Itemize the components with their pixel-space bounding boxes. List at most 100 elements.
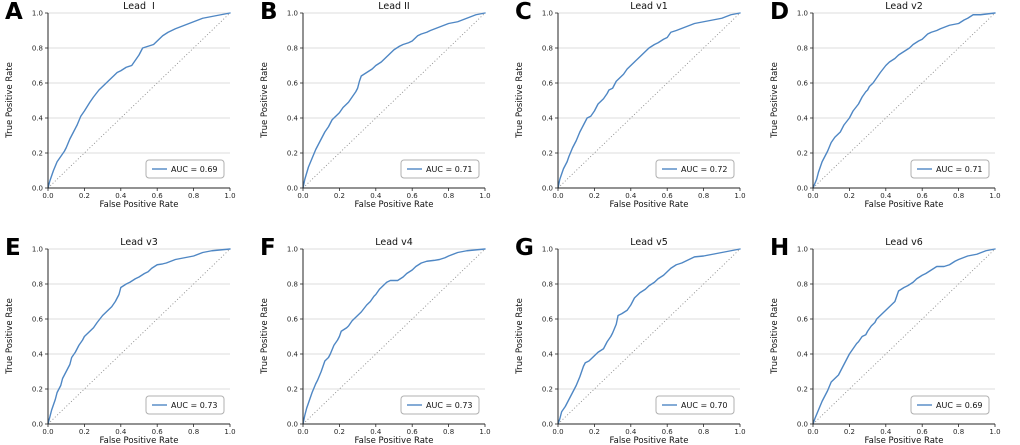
y-tick-label: 1.0 [32,9,43,17]
y-tick-label: 1.0 [287,9,298,17]
y-tick-label: 0.6 [32,79,44,87]
y-tick-label: 0.2 [287,149,298,157]
plot-layer: 0.0 0.2 0.4 0.6 0.8 1.0 0.0 0.2 0.4 0.6 0.8 1.0 [542,245,746,436]
plot-title: Lead v3 [120,237,158,248]
legend: AUC = 0.69 [145,159,225,179]
y-tick-label: 1.0 [797,245,808,253]
plot-title: Lead v6 [885,237,923,248]
x-axis-label: False Positive Rate [865,200,944,210]
panel-letter: G [515,235,534,261]
x-tick-label: 0.6 [152,192,164,200]
y-axis-label: True Positive Rate [260,62,270,139]
panel-letter: B [260,0,278,25]
y-axis-label: True Positive Rate [5,62,15,139]
y-tick-label: 1.0 [542,245,553,253]
x-tick-label: 0.8 [443,192,454,200]
roc-plot: 0.0 0.2 0.4 0.6 0.8 1.0 0.0 0.2 0.4 0.6 0.8 1.0 Lea… [515,237,746,445]
y-axis-label: True Positive Rate [260,298,270,375]
plot-layer: 0.0 0.2 0.4 0.6 0.8 1.0 0.0 0.2 0.4 0.6 0.8 1.0 [287,9,491,200]
roc-panel-d: D 0.0 0.2 0.4 0.6 0.8 1.0 0.0 0.2 0.4 0.6 0.8 1.0 L… [765,0,1020,222]
y-tick-label: 0.4 [287,114,299,122]
x-tick-label: 0.6 [917,428,929,436]
y-tick-label: 0.0 [32,420,43,428]
x-tick-label: 1.0 [989,428,1000,436]
y-tick-label: 0.0 [287,420,298,428]
y-tick-label: 0.4 [797,350,809,358]
y-tick-label: 0.8 [542,44,553,52]
roc-plot: 0.0 0.2 0.4 0.6 0.8 1.0 0.0 0.2 0.4 0.6 0.8 1.0 Lea… [260,237,491,445]
x-tick-label: 0.2 [844,428,855,436]
legend-label: AUC = 0.73 [171,401,218,410]
x-tick-label: 1.0 [479,192,490,200]
x-tick-label: 1.0 [989,192,1000,200]
roc-curve [557,12,741,189]
legend-label: AUC = 0.71 [426,165,473,174]
x-tick-label: 0.4 [370,192,382,200]
plot-layer: 0.0 0.2 0.4 0.6 0.8 1.0 0.0 0.2 0.4 0.6 0.8 1.0 [32,245,236,436]
x-tick-label: 0.0 [42,428,53,436]
y-axis-label: True Positive Rate [770,298,780,375]
plot-title: Lead v1 [630,1,668,12]
x-tick-label: 1.0 [224,428,235,436]
legend-label: AUC = 0.71 [936,165,983,174]
y-tick-label: 0.0 [542,420,553,428]
x-tick-label: 0.6 [407,192,419,200]
roc-plot: 0.0 0.2 0.4 0.6 0.8 1.0 0.0 0.2 0.4 0.6 0.8 1.0 Lea… [770,1,1001,210]
roc-curve [302,248,486,425]
legend: AUC = 0.70 [655,395,735,415]
y-tick-label: 0.4 [32,114,44,122]
plot-layer: 0.0 0.2 0.4 0.6 0.8 1.0 0.0 0.2 0.4 0.6 0.8 1.0 [32,9,236,200]
roc-plot: 0.0 0.2 0.4 0.6 0.8 1.0 0.0 0.2 0.4 0.6 0.8 1.0 Lea… [5,1,236,210]
x-tick-label: 0.2 [589,192,600,200]
chance-line [47,248,231,425]
x-axis-label: False Positive Rate [610,436,689,445]
x-tick-label: 0.2 [334,428,345,436]
y-tick-label: 0.6 [32,315,44,323]
panel-letter: E [5,235,21,261]
x-axis-label: False Positive Rate [610,200,689,210]
y-tick-label: 1.0 [797,9,808,17]
legend-box [400,395,480,415]
y-tick-label: 0.2 [797,385,808,393]
plot-layer: 0.0 0.2 0.4 0.6 0.8 1.0 0.0 0.2 0.4 0.6 0.8 1.0 [797,245,1001,436]
y-axis-label: True Positive Rate [515,298,525,375]
x-tick-label: 0.0 [42,192,53,200]
chance-line [47,12,231,189]
x-axis-label: False Positive Rate [865,436,944,445]
legend-box [655,159,735,179]
y-tick-label: 0.2 [542,385,553,393]
y-tick-label: 0.6 [542,79,554,87]
roc-plot: 0.0 0.2 0.4 0.6 0.8 1.0 0.0 0.2 0.4 0.6 0.8 1.0 Lea… [770,237,1001,445]
x-tick-label: 1.0 [224,192,235,200]
y-tick-label: 0.2 [32,385,43,393]
chance-line [557,12,741,189]
x-tick-label: 0.8 [953,192,964,200]
legend-box [910,159,990,179]
x-axis-label: False Positive Rate [100,436,179,445]
chance-line [557,248,741,425]
x-tick-label: 0.0 [807,428,818,436]
x-tick-label: 0.0 [552,428,563,436]
y-tick-label: 0.4 [287,350,299,358]
x-tick-label: 0.6 [407,428,419,436]
x-tick-label: 0.8 [443,428,454,436]
x-tick-label: 1.0 [734,428,745,436]
roc-panel-a: A 0.0 0.2 0.4 0.6 0.8 1.0 0.0 0.2 0.4 0.6 0.8 1.0 L… [0,0,255,222]
legend-label: AUC = 0.69 [171,165,218,174]
y-tick-label: 0.4 [32,350,44,358]
roc-plot: 0.0 0.2 0.4 0.6 0.8 1.0 0.0 0.2 0.4 0.6 0.8 1.0 Lea… [515,1,746,210]
legend-label: AUC = 0.70 [681,401,728,410]
y-tick-label: 0.6 [797,315,809,323]
x-tick-label: 0.4 [625,192,637,200]
chance-line [302,248,486,425]
legend-box [400,159,480,179]
roc-curve [557,248,741,425]
roc-plot: 0.0 0.2 0.4 0.6 0.8 1.0 0.0 0.2 0.4 0.6 0.8 1.0 Lea… [5,237,236,445]
legend: AUC = 0.71 [400,159,480,179]
panel-letter: F [260,235,276,261]
legend: AUC = 0.73 [400,395,480,415]
roc-panel-e: E 0.0 0.2 0.4 0.6 0.8 1.0 0.0 0.2 0.4 0.6 0.8 1.0 L… [0,222,255,445]
legend-label: AUC = 0.72 [681,165,728,174]
x-tick-label: 0.4 [625,428,637,436]
y-tick-label: 0.4 [542,350,554,358]
